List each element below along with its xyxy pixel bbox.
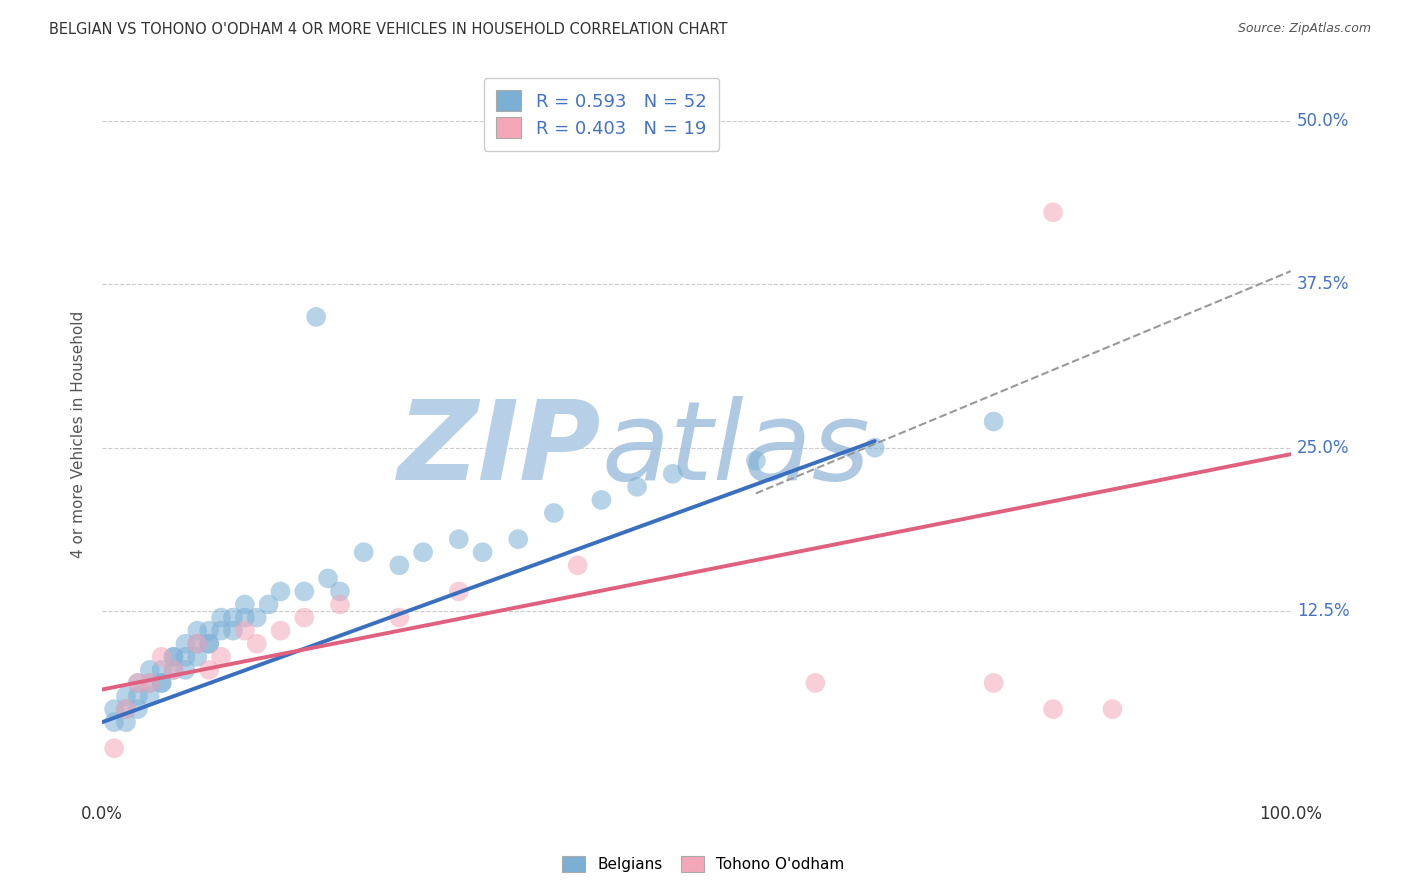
Point [1101, 702, 1123, 716]
Point [983, 676, 1005, 690]
Point [353, 545, 375, 559]
Point [162, 663, 184, 677]
Point [316, 571, 339, 585]
Point [198, 637, 221, 651]
Point [103, 702, 125, 716]
Text: 25.0%: 25.0% [1296, 439, 1350, 457]
Point [292, 610, 315, 624]
Point [269, 584, 291, 599]
Point [1042, 205, 1064, 219]
Point [329, 598, 352, 612]
Point [412, 545, 434, 559]
Point [233, 624, 256, 638]
Point [543, 506, 565, 520]
Text: Source: ZipAtlas.com: Source: ZipAtlas.com [1237, 22, 1371, 36]
Text: BELGIAN VS TOHONO O'ODHAM 4 OR MORE VEHICLES IN HOUSEHOLD CORRELATION CHART: BELGIAN VS TOHONO O'ODHAM 4 OR MORE VEHI… [49, 22, 728, 37]
Point [222, 610, 245, 624]
Legend: Belgians, Tohono O'odham: Belgians, Tohono O'odham [554, 848, 852, 880]
Point [233, 598, 256, 612]
Point [162, 663, 184, 677]
Point [174, 649, 197, 664]
Point [804, 676, 827, 690]
Point [863, 441, 886, 455]
Point [127, 702, 149, 716]
Point [162, 649, 184, 664]
Point [305, 310, 328, 324]
Text: atlas: atlas [602, 396, 870, 503]
Point [292, 584, 315, 599]
Point [127, 676, 149, 690]
Point [471, 545, 494, 559]
Text: ZIP: ZIP [398, 396, 602, 503]
Point [127, 676, 149, 690]
Point [139, 689, 162, 703]
Point [186, 624, 208, 638]
Point [508, 532, 530, 546]
Point [233, 610, 256, 624]
Point [209, 649, 232, 664]
Point [661, 467, 683, 481]
Point [447, 532, 470, 546]
Point [150, 663, 173, 677]
Point [174, 663, 197, 677]
Text: 37.5%: 37.5% [1296, 276, 1350, 293]
Point [103, 715, 125, 730]
Point [127, 689, 149, 703]
Point [222, 624, 245, 638]
Point [209, 610, 232, 624]
Point [269, 624, 291, 638]
Point [246, 610, 269, 624]
Point [139, 663, 162, 677]
Point [186, 637, 208, 651]
Y-axis label: 4 or more Vehicles in Household: 4 or more Vehicles in Household [72, 311, 86, 558]
Point [186, 649, 208, 664]
Point [983, 415, 1005, 429]
Point [198, 624, 221, 638]
Point [447, 584, 470, 599]
Point [139, 676, 162, 690]
Point [162, 649, 184, 664]
Point [329, 584, 352, 599]
Point [388, 558, 411, 573]
Point [209, 624, 232, 638]
Text: 50.0%: 50.0% [1296, 112, 1350, 130]
Point [257, 598, 280, 612]
Point [150, 676, 173, 690]
Point [115, 715, 138, 730]
Point [139, 676, 162, 690]
Point [626, 480, 648, 494]
Point [591, 492, 613, 507]
Point [150, 649, 173, 664]
Legend: R = 0.593   N = 52, R = 0.403   N = 19: R = 0.593 N = 52, R = 0.403 N = 19 [484, 78, 720, 151]
Point [745, 453, 768, 467]
Point [186, 637, 208, 651]
Point [198, 663, 221, 677]
Point [115, 689, 138, 703]
Point [115, 702, 138, 716]
Text: 12.5%: 12.5% [1296, 602, 1350, 620]
Point [388, 610, 411, 624]
Point [174, 637, 197, 651]
Point [246, 637, 269, 651]
Point [198, 637, 221, 651]
Point [567, 558, 589, 573]
Point [103, 741, 125, 756]
Point [115, 702, 138, 716]
Point [150, 676, 173, 690]
Point [1042, 702, 1064, 716]
